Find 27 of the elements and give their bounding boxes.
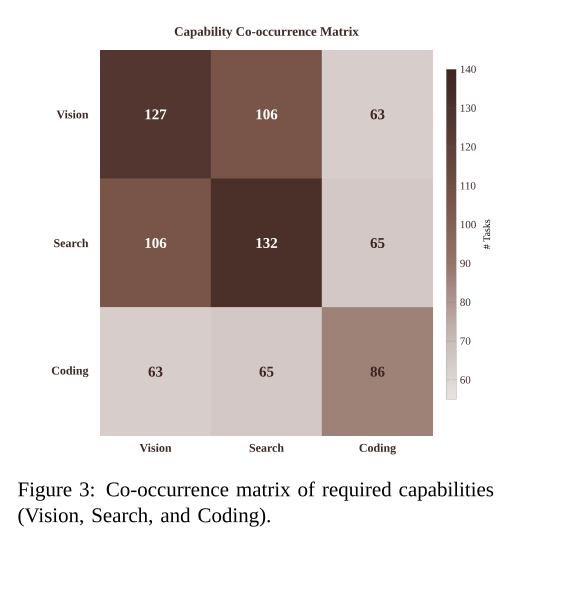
data-label: 65 xyxy=(370,238,384,248)
color-bar-label: 80 xyxy=(460,298,470,306)
color-bar-label: 120 xyxy=(460,143,476,151)
data-label: 63 xyxy=(370,109,384,120)
data-label: 86 xyxy=(370,366,385,377)
caption: Figure 3: Co-occurrence matrix of required capabilities (Vision, Search, and Coding). xyxy=(18,482,494,527)
data-label: 65 xyxy=(260,366,274,377)
color-bar-label: 60 xyxy=(460,376,470,384)
color-bar-label: 100 xyxy=(460,220,476,228)
color-bar-title: # Tasks xyxy=(483,220,490,250)
color-bar-label: 130 xyxy=(460,104,476,112)
color-bar-label: 110 xyxy=(460,182,476,190)
x-tick-label: Vision xyxy=(140,444,172,452)
x-tick-label: Coding xyxy=(359,444,396,454)
data-label: 106 xyxy=(256,109,278,120)
x-tick-label: Search xyxy=(250,444,284,452)
color-bar-label: 90 xyxy=(460,260,470,268)
data-label: 106 xyxy=(145,238,166,248)
y-tick-label: Vision xyxy=(56,110,88,119)
data-label: 63 xyxy=(148,366,162,377)
color-bar-label: 70 xyxy=(460,337,470,345)
y-tick-label: Search xyxy=(54,238,88,248)
chart-title: Capability Co-occurrence Matrix xyxy=(174,26,359,39)
data-label: 132 xyxy=(256,238,278,248)
y-tick-label: Coding xyxy=(52,366,88,378)
color-bar-label: 140 xyxy=(460,66,476,73)
data-label: 127 xyxy=(145,109,166,120)
